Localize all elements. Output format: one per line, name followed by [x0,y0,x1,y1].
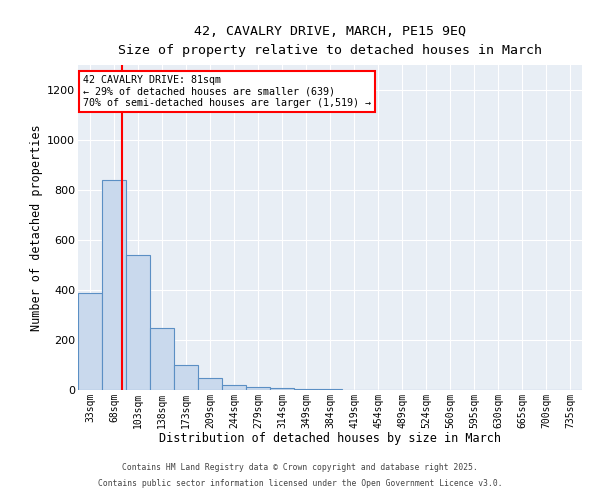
Bar [198,378,222,390]
Text: 42 CAVALRY DRIVE: 81sqm
← 29% of detached houses are smaller (639)
70% of semi-d: 42 CAVALRY DRIVE: 81sqm ← 29% of detache… [83,74,371,108]
Text: Contains HM Land Registry data © Crown copyright and database right 2025.: Contains HM Land Registry data © Crown c… [122,464,478,472]
Bar [270,388,294,390]
Bar [150,328,174,390]
Bar [174,365,198,390]
Bar [102,180,126,390]
Bar [246,386,270,390]
Bar [318,389,342,390]
Bar [294,389,318,390]
Y-axis label: Number of detached properties: Number of detached properties [30,124,43,331]
Bar [222,384,246,390]
Text: Contains public sector information licensed under the Open Government Licence v3: Contains public sector information licen… [98,478,502,488]
Title: 42, CAVALRY DRIVE, MARCH, PE15 9EQ
Size of property relative to detached houses : 42, CAVALRY DRIVE, MARCH, PE15 9EQ Size … [118,25,542,57]
X-axis label: Distribution of detached houses by size in March: Distribution of detached houses by size … [159,432,501,445]
Bar [78,292,102,390]
Bar [126,255,150,390]
